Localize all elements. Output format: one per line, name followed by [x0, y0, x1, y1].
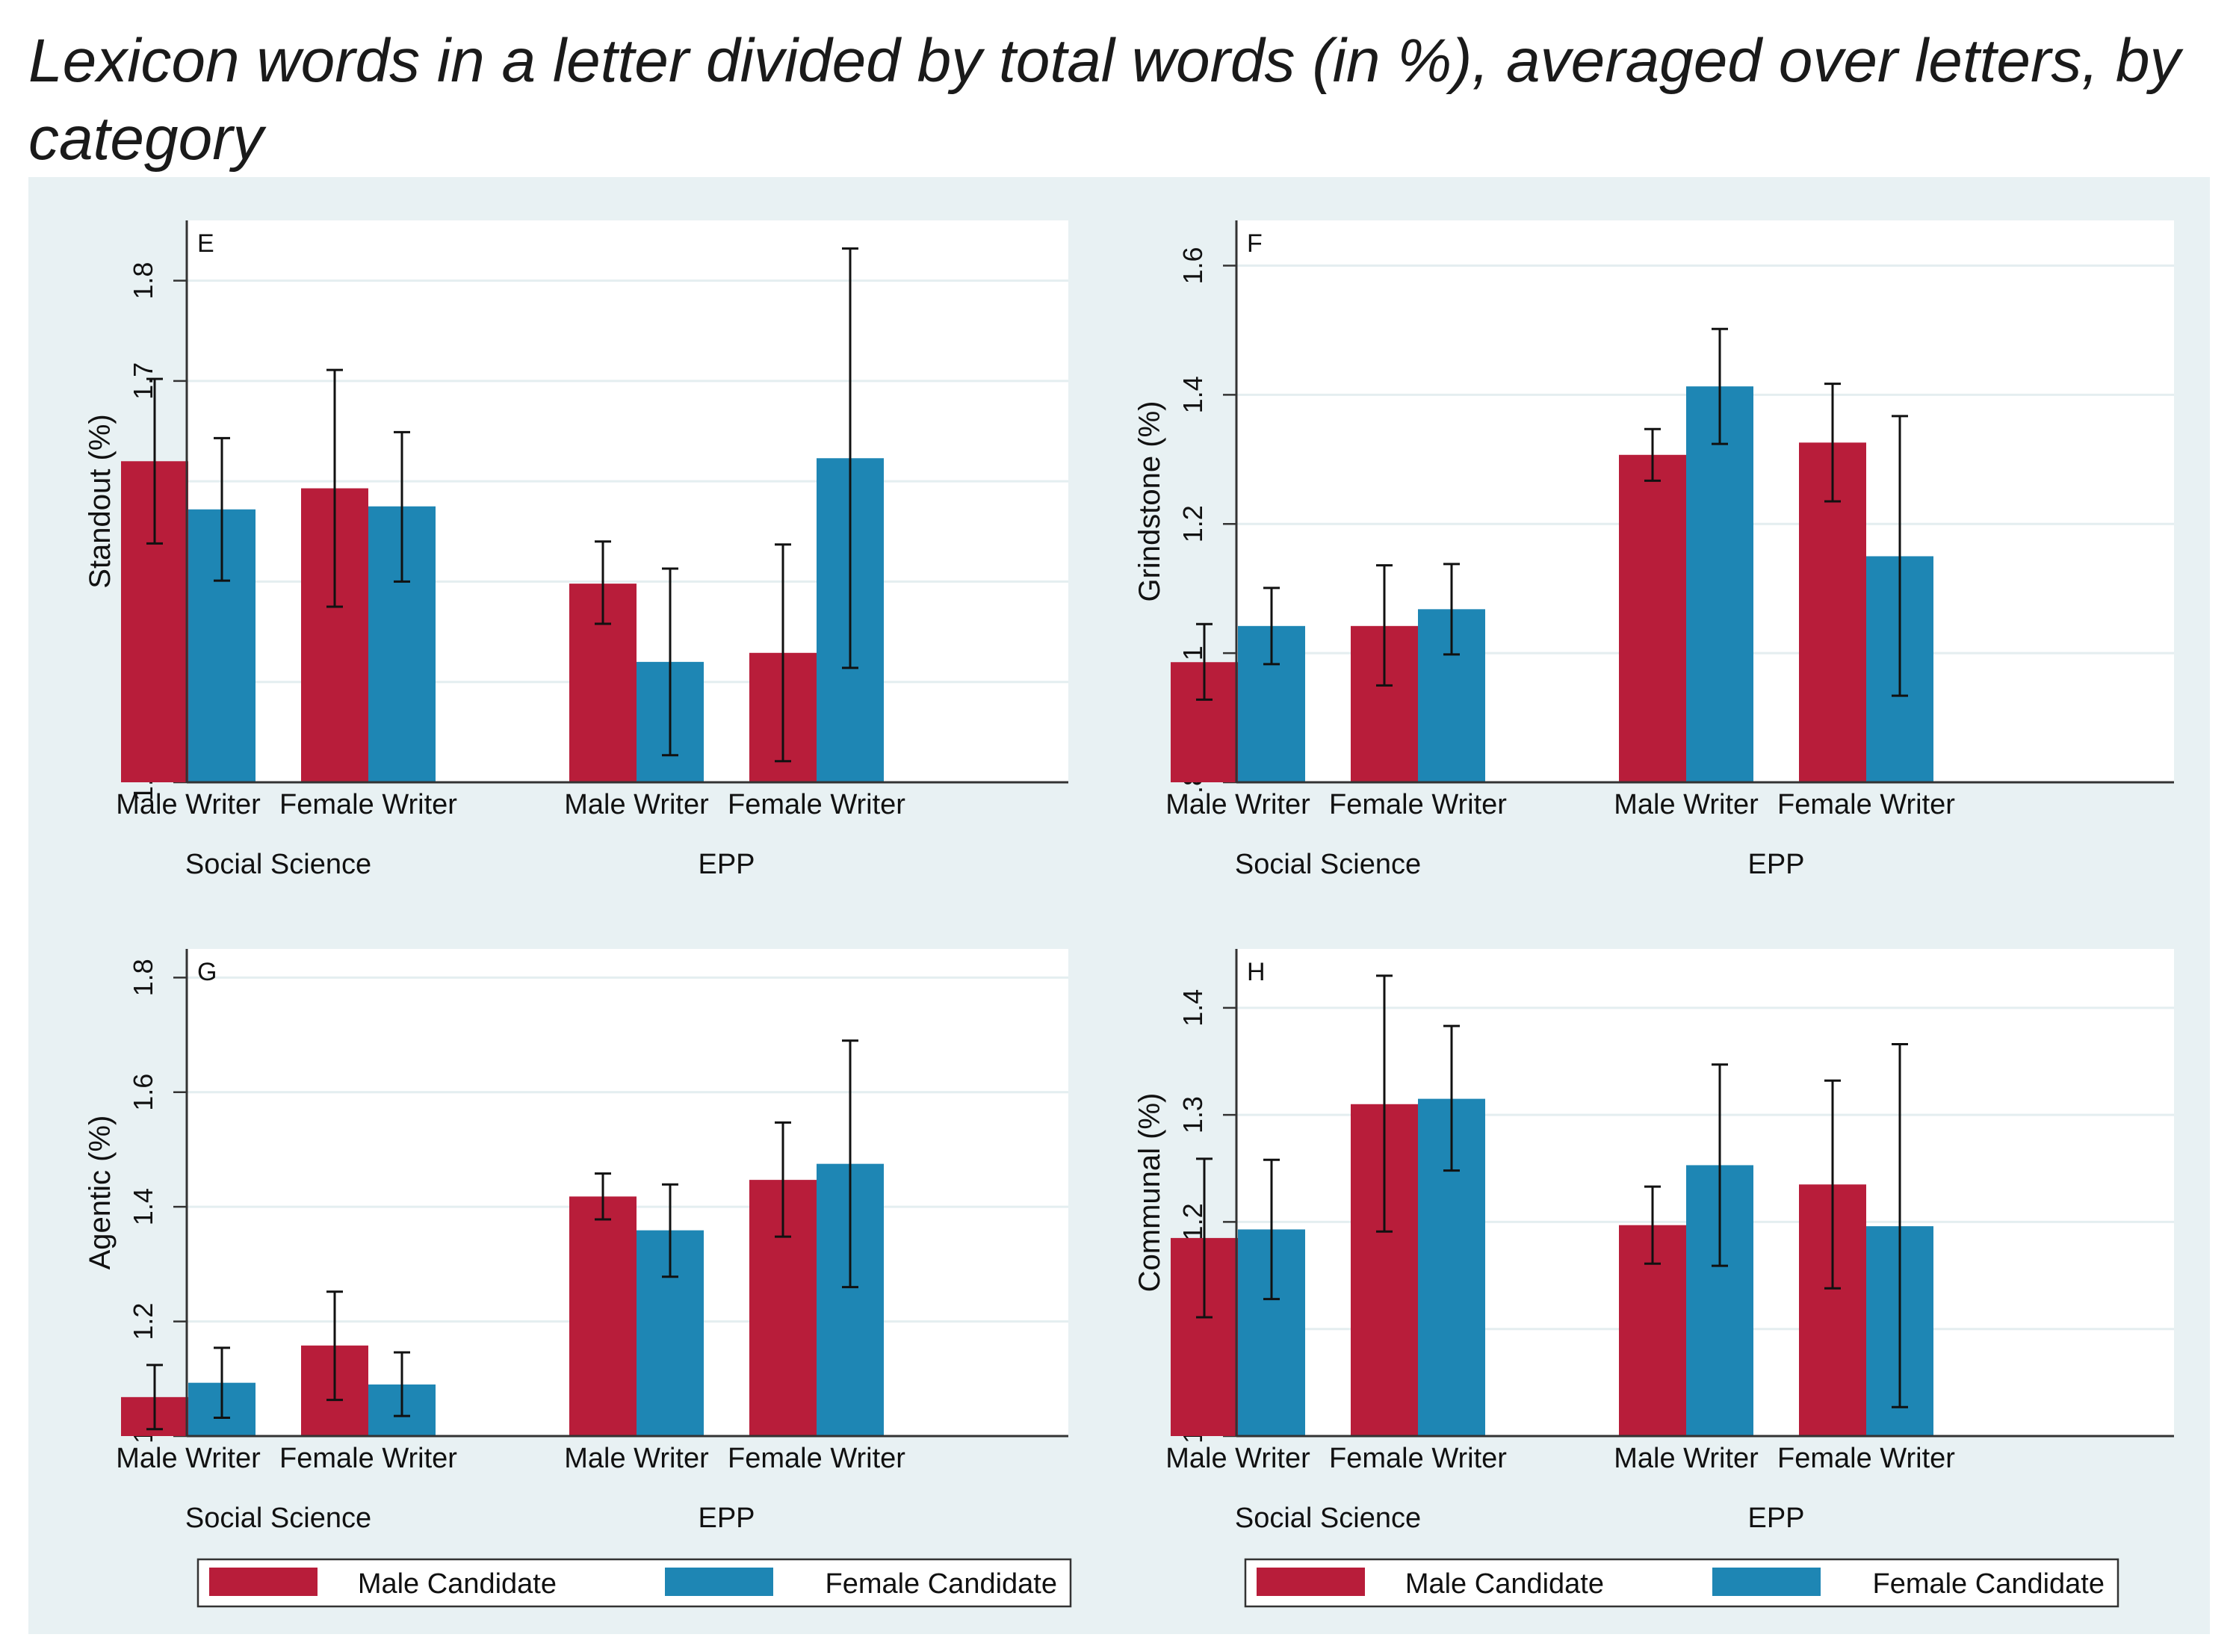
panel-label: F	[1247, 229, 1263, 258]
y-tick-label: 1	[1177, 646, 1208, 661]
y-tick-label: 1.2	[128, 1303, 158, 1340]
bar	[1686, 386, 1753, 782]
y-tick-label: 1.8	[128, 262, 158, 300]
y-tick-label: 1.8	[128, 959, 158, 996]
legend-swatch	[209, 1568, 318, 1596]
x-category-label: Male Writer	[116, 1443, 261, 1474]
x-category-label: Male Writer	[1165, 789, 1310, 820]
legend-box	[196, 1558, 1072, 1608]
legend-label: Male Candidate	[358, 1568, 557, 1600]
x-group-label: EPP	[698, 849, 755, 880]
panel-label: G	[197, 958, 217, 986]
y-tick-label: 1.4	[1177, 989, 1208, 1027]
y-tick-label: 1.7	[128, 362, 158, 400]
y-tick-label: 1.2	[1177, 505, 1208, 542]
y-tick-label: 1.2	[1177, 1203, 1208, 1240]
x-category-label: Female Writer	[1329, 789, 1507, 820]
legend: Male Candidate Female Candidate	[196, 1558, 1072, 1608]
legend-label: Male Candidate	[1405, 1568, 1604, 1600]
y-tick-label: 1.3	[1177, 1096, 1208, 1133]
y-axis-title: Grindstone (%)	[1133, 401, 1166, 602]
x-group-label: Social Science	[185, 1503, 371, 1534]
x-category-label: Male Writer	[1165, 1443, 1310, 1474]
legend-box	[1244, 1558, 2119, 1608]
legend-swatch	[1712, 1568, 1821, 1596]
legend-label: Female Candidate	[1872, 1568, 2105, 1600]
x-category-label: Female Writer	[728, 1443, 905, 1474]
legend-swatch	[1257, 1568, 1365, 1596]
bar	[1619, 454, 1686, 782]
y-axis-title: Standout (%)	[84, 414, 117, 588]
y-tick-label: 1.6	[1177, 247, 1208, 284]
x-category-label: Female Writer	[1777, 1443, 1955, 1474]
x-category-label: Female Writer	[279, 1443, 457, 1474]
legend-label: Female Candidate	[825, 1568, 1057, 1600]
panel-label: H	[1247, 958, 1266, 986]
x-group-label: EPP	[1747, 849, 1804, 880]
x-category-label: Female Writer	[279, 789, 457, 820]
panel-label: E	[197, 229, 214, 258]
x-category-label: Male Writer	[116, 789, 261, 820]
y-tick-label: 1.6	[128, 1074, 158, 1111]
x-category-label: Male Writer	[564, 789, 709, 820]
x-category-label: Male Writer	[1614, 789, 1759, 820]
x-category-label: Female Writer	[1329, 1443, 1507, 1474]
legend-swatch	[665, 1568, 773, 1596]
x-category-label: Male Writer	[1614, 1443, 1759, 1474]
y-tick-label: 1.4	[128, 1188, 158, 1225]
x-category-label: Female Writer	[1777, 789, 1955, 820]
legend: Male Candidate Female Candidate	[1244, 1558, 2119, 1608]
y-axis-title: Communal (%)	[1133, 1093, 1166, 1293]
x-group-label: Social Science	[185, 849, 371, 880]
figure-title: Lexicon words in a letter divided by tot…	[28, 27, 2181, 173]
x-group-label: EPP	[698, 1503, 755, 1534]
x-category-label: Male Writer	[564, 1443, 709, 1474]
y-tick-label: 1.4	[1177, 376, 1208, 413]
x-group-label: Social Science	[1235, 849, 1421, 880]
x-group-label: EPP	[1747, 1503, 1804, 1534]
y-axis-title: Agentic (%)	[84, 1116, 117, 1270]
x-group-label: Social Science	[1235, 1503, 1421, 1534]
bar	[569, 1196, 637, 1436]
x-category-label: Female Writer	[728, 789, 905, 820]
